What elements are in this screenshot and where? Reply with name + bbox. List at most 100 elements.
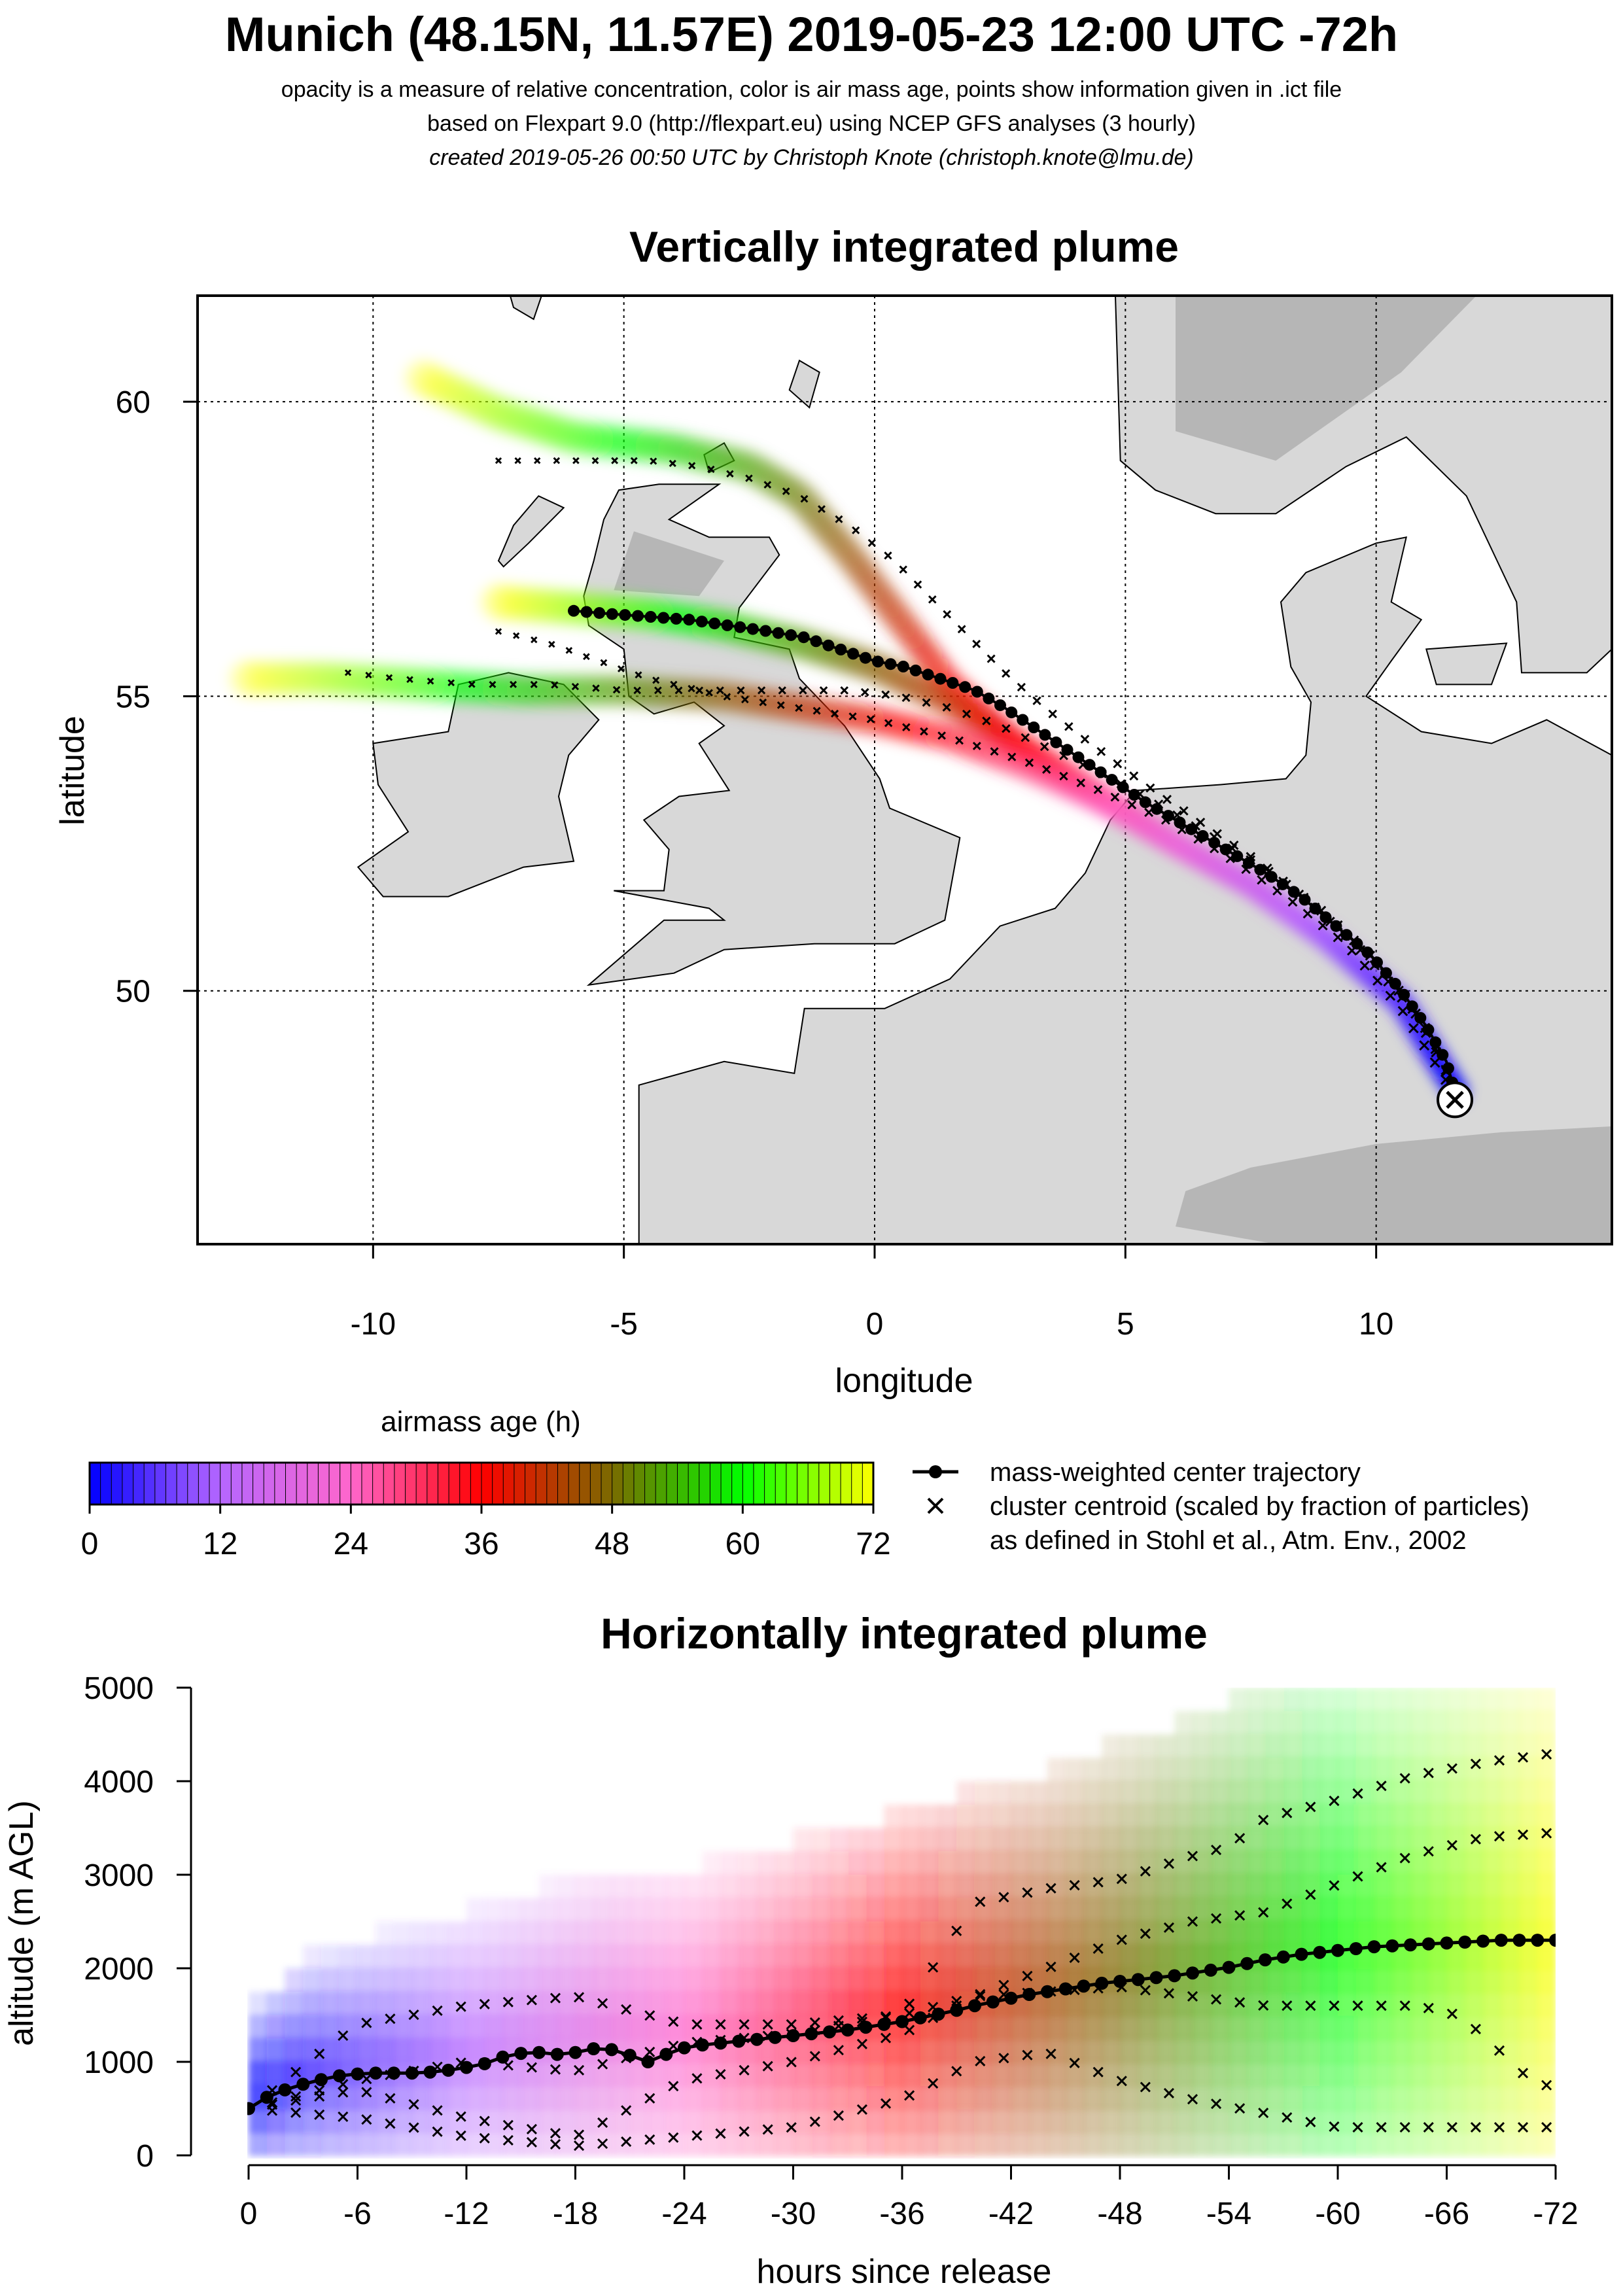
profile-cell — [829, 2085, 848, 2110]
centroid-cross-b — [1399, 1773, 1410, 1784]
profile-cell — [829, 1851, 848, 1876]
profile-cell — [339, 2038, 358, 2063]
centroid-cross-b — [592, 684, 600, 692]
profile-cell — [956, 1968, 976, 1992]
profile-center-point — [1512, 1934, 1526, 1947]
profile-center-point — [1422, 1937, 1435, 1951]
profile-cell — [1374, 2038, 1393, 2063]
centroid-cross-b — [267, 2097, 278, 2108]
centroid-cross-b — [1080, 735, 1090, 744]
profile-cell — [975, 1968, 994, 1992]
profile-cell — [1138, 1945, 1157, 1970]
profile-cell — [720, 1991, 740, 2016]
profile-cell — [884, 1991, 903, 2016]
profile-cell — [557, 1875, 576, 1899]
profile-cell — [1193, 1734, 1212, 1759]
centroid-cross-b — [1140, 1985, 1151, 1996]
centroid-cross-b — [884, 719, 893, 727]
centroid-cross-b — [385, 674, 393, 682]
profile-cell — [1138, 1828, 1157, 1852]
map-markers — [344, 457, 1474, 1119]
profile-cell — [1483, 1898, 1502, 1922]
profile-cell — [321, 1945, 340, 1970]
profile-cell — [1229, 1734, 1248, 1759]
centroid-cross-b — [1423, 2002, 1434, 2013]
centroid-cross-b — [668, 2132, 679, 2143]
profile-cell — [1392, 1804, 1412, 1829]
profile-cell — [902, 1921, 921, 1946]
centroid-cross-b — [1069, 2057, 1080, 2068]
profile-cell — [1519, 2132, 1539, 2157]
centroid-cross-b — [1470, 2122, 1481, 2133]
colorbar-segment — [742, 1462, 754, 1505]
profile-cell — [757, 1875, 776, 1899]
profile-cell — [1247, 1921, 1266, 1946]
profile-cell — [1138, 2062, 1157, 2086]
centroid-cross-b — [1399, 2122, 1410, 2133]
centroid-cross-b — [1287, 897, 1298, 907]
profile-cell — [1283, 1968, 1302, 1992]
profile-cell — [1501, 1851, 1520, 1876]
profile-cell — [1537, 1945, 1556, 1970]
profile-cell — [1210, 1711, 1230, 1735]
centroid-cross-b — [1493, 1831, 1505, 1842]
colorbar-segment — [220, 1462, 232, 1505]
centroid-cross-b — [361, 2114, 372, 2125]
profile-center-point — [641, 2055, 655, 2068]
centroid-cross-b — [385, 2118, 396, 2129]
centroid-cross-b — [1329, 1880, 1340, 1891]
profile-cell — [1210, 2015, 1230, 2040]
centroid-cross-b — [799, 686, 807, 695]
profile-cell — [1283, 1804, 1302, 1829]
center-trajectory-point — [1061, 744, 1073, 756]
profile-cell — [975, 1781, 994, 1805]
profile-cell — [575, 1921, 595, 1946]
profile-cell — [466, 1898, 485, 1922]
profile-cell — [938, 1968, 958, 1992]
profile-cell — [1210, 1851, 1230, 1876]
profile-cell — [684, 1991, 703, 2016]
profile-cell — [829, 2132, 848, 2157]
centroid-cross-b — [812, 706, 821, 715]
profile-cell — [1065, 2085, 1085, 2110]
profile-cell — [757, 2085, 776, 2110]
profile-cell — [1247, 1898, 1266, 1922]
profile-cell — [1247, 1875, 1266, 1899]
centroid-cross-b — [809, 2116, 820, 2127]
center-trajectory-point — [822, 639, 835, 652]
plume-blob — [229, 660, 266, 697]
centroid-cross-b — [786, 2019, 797, 2030]
profile-cell — [1210, 2108, 1230, 2133]
profile-cell — [811, 1851, 831, 1876]
profile-cell — [1501, 1711, 1520, 1735]
profile-cell — [1501, 2062, 1520, 2086]
profile-cell — [466, 2108, 485, 2133]
center-trajectory-point — [683, 614, 695, 626]
profile-cell — [1265, 2132, 1284, 2157]
center-trajectory-point — [1128, 789, 1140, 801]
profile-cell — [502, 2062, 522, 2086]
profile-cell — [666, 1991, 686, 2016]
map-area — [198, 296, 1612, 1244]
centroid-cross-b — [1022, 1887, 1033, 1898]
profile-cell — [1193, 2132, 1212, 2157]
profile-cell — [1265, 1688, 1284, 1712]
profile-cell — [956, 1804, 976, 1829]
centroid-cross-b — [1017, 682, 1026, 692]
centroid-cross-b — [1352, 1871, 1363, 1882]
profile-cell — [1065, 1851, 1085, 1876]
profile-cell — [1065, 1781, 1085, 1805]
centroid-cross-b — [385, 2013, 396, 2025]
profile-center-point — [532, 2045, 546, 2059]
profile-cell — [539, 1945, 558, 1970]
profile-cell — [303, 2015, 323, 2040]
centroid-cross-b — [1258, 1815, 1269, 1826]
profile-cell — [902, 1898, 921, 1922]
profile-cell — [811, 1991, 831, 2016]
profile-cell — [1319, 2132, 1339, 2157]
profile-cell — [920, 1804, 939, 1829]
profile-cell — [1193, 2062, 1212, 2086]
colorbar-segment — [731, 1462, 744, 1505]
profile-cell — [466, 1991, 485, 2016]
profile-cell — [593, 2085, 613, 2110]
